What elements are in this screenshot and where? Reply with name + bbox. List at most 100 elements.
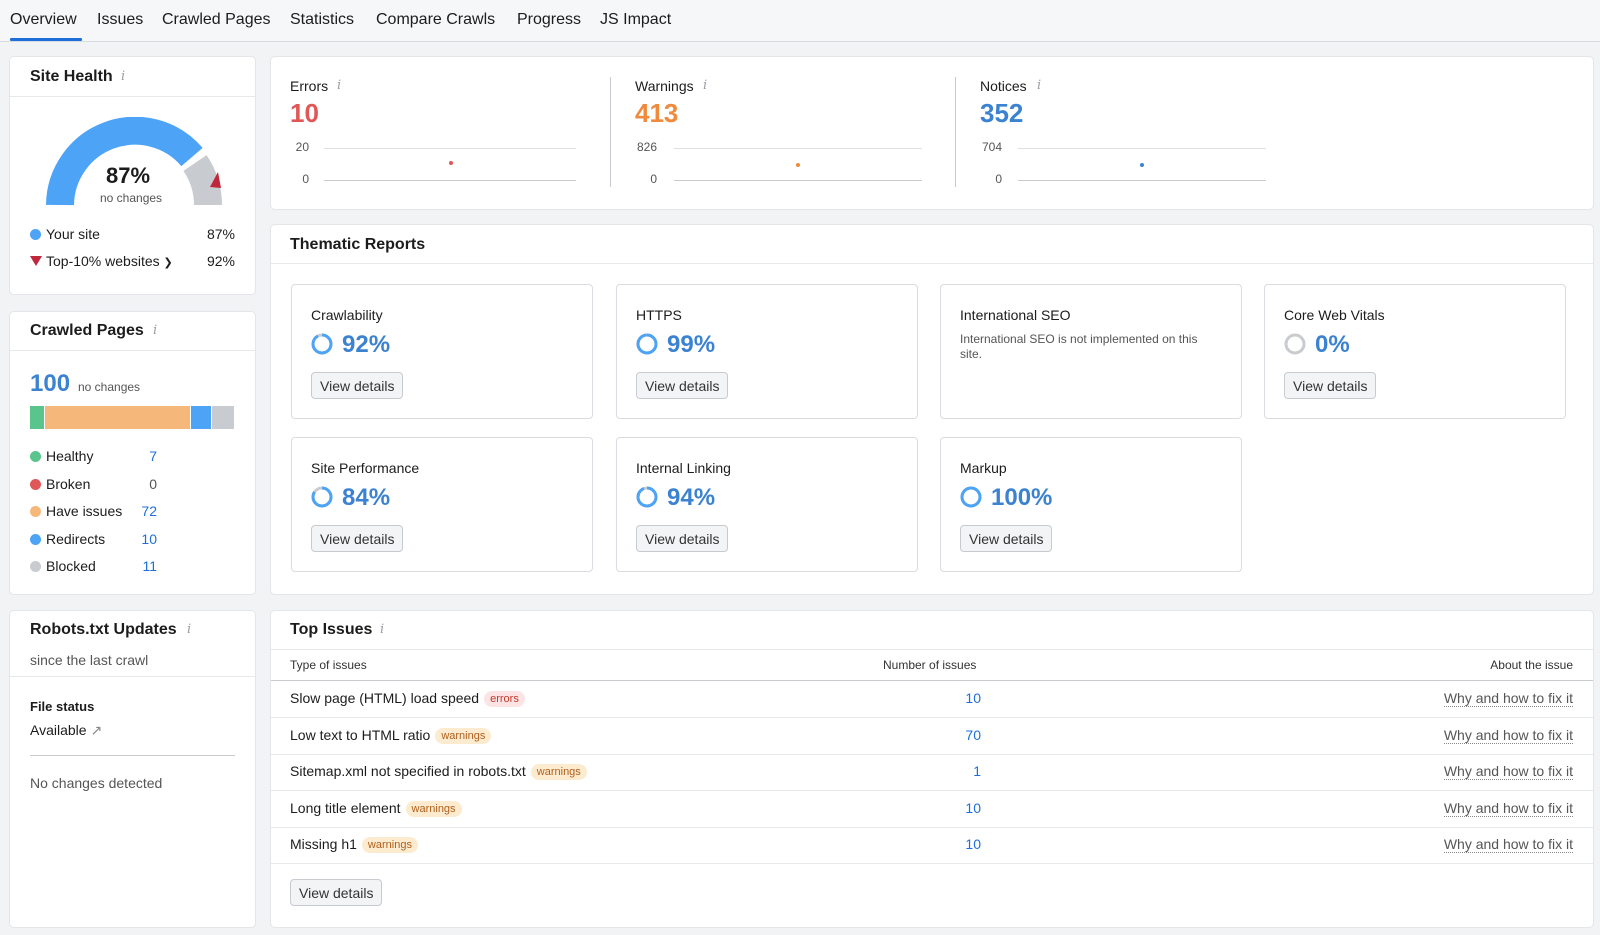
divider [10,96,255,97]
tab-progress[interactable]: Progress [517,11,582,28]
issue-count[interactable]: 70 [965,726,981,743]
issue-count[interactable]: 1 [973,763,981,779]
legend-dot [30,561,41,572]
thematic-card-name: International SEO [960,307,1071,323]
info-icon[interactable]: i [703,78,708,93]
stack-segment-have-issues[interactable] [45,406,190,429]
your-site-value: 87% [206,226,235,242]
why-and-how-to-fix-link[interactable]: Why and how to fix it [1443,726,1573,744]
separator [955,77,956,187]
tab-statistics[interactable]: Statistics [290,11,355,28]
view-details-button[interactable]: View details [1284,372,1377,399]
thematic-card-name: Core Web Vitals [1284,307,1385,323]
file-status-link[interactable]: Available ↗ [30,722,102,739]
warnings-point [796,163,800,167]
errors-axis-max: 20 [295,140,309,154]
stack-segment-blocked[interactable] [211,406,234,429]
thematic-card-percent: 94% [667,484,716,511]
row-divider [271,753,1593,755]
view-details-button[interactable]: View details [636,372,729,399]
issue-name-text: Long title element [290,799,401,816]
tab-crawled-pages[interactable]: Crawled Pages [162,11,271,28]
crawled-pages-card: Crawled Pages i 100 no changes [10,312,255,594]
issue-type-badge: warnings [435,727,492,744]
site-health-percent: 87% [106,163,151,188]
why-and-how-to-fix-link[interactable]: Why and how to fix it [1443,763,1573,780]
tab-js-impact[interactable]: JS Impact [600,11,672,28]
warnings-value[interactable]: 413 [635,98,679,128]
issue-count[interactable]: 10 [965,690,981,706]
thematic-card-percent: 100% [991,484,1053,511]
why-and-how-to-fix-link[interactable]: Why and how to fix it [1443,690,1573,707]
progress-ring-icon [311,333,333,355]
external-link-icon: ↗ [90,722,103,738]
info-icon[interactable]: i [1037,78,1042,93]
progress-ring-icon [960,486,982,508]
view-details-button[interactable]: View details [960,525,1053,552]
thematic-card-name: Internal Linking [636,460,731,476]
progress-ring-fill [960,486,982,508]
site-health-note: no changes [100,191,163,205]
progress-ring-icon [636,333,658,355]
tab-overview[interactable]: Overview [10,11,77,28]
site-health-gauge [46,117,222,206]
thematic-card-percent: 99% [667,331,716,358]
top-issues-view-details-button[interactable]: View details [290,879,383,906]
legend-value[interactable]: 7 [149,448,157,464]
why-and-how-to-fix-link[interactable]: Why and how to fix it [1443,836,1573,853]
stack-segment-redirects[interactable] [190,406,211,429]
progress-ring-fill [311,333,333,355]
issue-row-name[interactable]: Slow page (HTML) load speed errors [290,690,525,707]
crawled-pages-note: no changes [78,380,141,394]
robots-title: Robots.txt Updates [30,621,177,638]
thematic-card-name: Markup [960,460,1007,476]
tab-issues[interactable]: Issues [97,11,144,28]
tab-compare-crawls[interactable]: Compare Crawls [376,11,496,28]
legend-value[interactable]: 10 [141,530,157,547]
view-details-button[interactable]: View details [636,525,729,552]
info-icon[interactable]: i [121,69,126,84]
crawled-pages-total[interactable]: 100 [30,370,71,397]
legend-value: 0 [149,475,157,492]
info-icon[interactable]: i [153,323,158,338]
robots-card: Robots.txt Updates i since the last craw… [10,611,255,927]
issue-row-name[interactable]: Low text to HTML ratio warnings [290,726,492,744]
issue-row-name[interactable]: Missing h1 warnings [290,836,418,853]
notices-value[interactable]: 352 [980,98,1024,128]
issue-count[interactable]: 10 [965,799,981,816]
top-10-marker [210,172,221,188]
issue-name-text: Low text to HTML ratio [290,726,431,743]
divider [10,350,255,351]
info-icon[interactable]: i [337,78,342,93]
why-and-how-to-fix-link[interactable]: Why and how to fix it [1443,799,1573,817]
view-details-button[interactable]: View details [311,525,404,552]
row-divider [271,826,1593,828]
thematic-card-markup: Markup 100% View details [940,437,1242,572]
issue-row-name[interactable]: Long title element warnings [290,800,462,817]
view-details-button[interactable]: View details [311,372,404,399]
legend-value[interactable]: 11 [142,558,157,574]
top-issues-title: Top Issues [290,621,373,638]
legend-dot [30,533,41,545]
top-10-dropdown[interactable]: Top-10% websites ❯ [46,253,173,269]
column-header-count: Number of issues [883,658,977,672]
legend-value[interactable]: 72 [141,503,157,519]
issue-row-name[interactable]: Sitemap.xml not specified in robots.txt w… [290,763,587,780]
thematic-card-name: Crawlability [311,307,383,323]
info-icon[interactable]: i [187,622,192,637]
info-icon[interactable]: i [380,622,385,637]
triangle-down-icon [30,256,42,266]
errors-value[interactable]: 10 [290,98,319,128]
errors-point [449,161,453,165]
legend-dot [30,506,41,517]
your-site-label: Your site [46,226,100,242]
gridline [674,180,922,181]
gridline [1018,148,1266,149]
issue-type-badge: warnings [530,764,587,780]
divider [271,649,1593,650]
column-header-type: Type of issues [290,658,367,672]
issue-count[interactable]: 10 [965,836,981,852]
stack-segment-healthy[interactable] [30,406,45,429]
thematic-card-site-performance: Site Performance 84% View details [291,437,593,572]
thematic-card-https: HTTPS 99% View details [616,284,918,419]
